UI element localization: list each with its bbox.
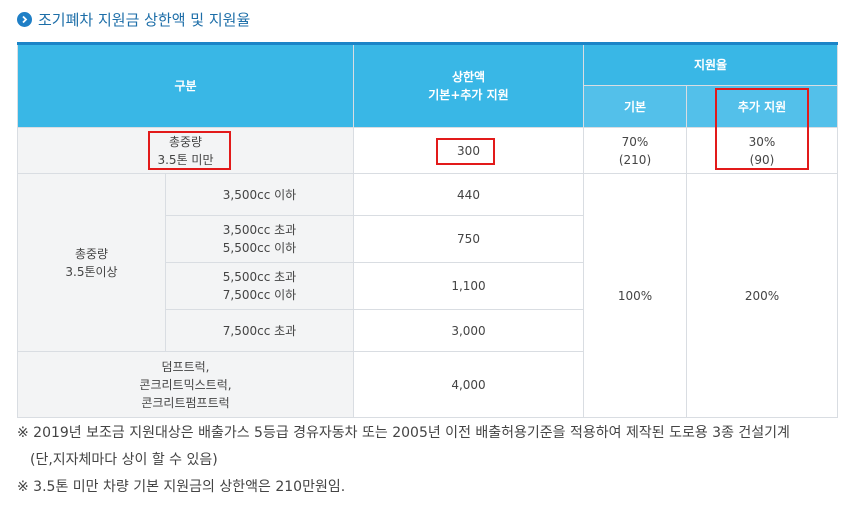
row-under35-basic-line1: 70% — [621, 134, 649, 149]
section-title-text: 조기폐차 지원금 상한액 및 지원율 — [38, 10, 251, 29]
row-under35-extra: 30% (90) — [686, 127, 838, 174]
header-rate-extra: 추가 지원 — [686, 85, 838, 128]
footnote-1-cont: (단,지자체마다 상이 할 수 있음) — [30, 452, 218, 468]
row-over-basic: 100% — [583, 173, 687, 418]
row-sub-1-line1: 3,500cc 초과 — [222, 223, 297, 237]
row-over35-label-line1: 총중량 — [74, 246, 109, 261]
header-limit-line1: 상한액 — [451, 70, 486, 84]
row-sub-2-line2: 7,500cc 이하 — [222, 288, 297, 302]
header-rate: 지원율 — [583, 42, 838, 86]
header-limit-line2: 기본+추가 지원 — [428, 88, 509, 102]
footnote-1: ※ 2019년 보조금 지원대상은 배출가스 5등급 경유자동차 또는 2005… — [17, 425, 790, 441]
row-under35-label-line2: 3.5톤 미만 — [157, 152, 214, 167]
row-sub-0-label: 3,500cc 이하 — [165, 173, 354, 216]
row-sub-2-line1: 5,500cc 초과 — [222, 270, 297, 284]
footnote-2: ※ 3.5톤 미만 차량 기본 지원금의 상한액은 210만원임. — [17, 479, 346, 495]
row-under35-basic: 70% (210) — [583, 127, 687, 174]
section-title: 조기폐차 지원금 상한액 및 지원율 — [17, 8, 250, 30]
row-sub-3-label: 7,500cc 초과 — [165, 309, 354, 352]
row-over35-label-line2: 3.5톤이상 — [65, 264, 118, 279]
chevron-circle-right-icon — [17, 11, 32, 27]
subsidy-table: 구분 상한액 기본+추가 지원 지원율 기본 추가 지원 총중량 3.5톤 미만… — [17, 42, 838, 418]
row-sub-2-label: 5,500cc 초과 7,500cc 이하 — [165, 262, 354, 310]
row-under35-label: 총중량 3.5톤 미만 — [17, 127, 354, 174]
header-limit: 상한액 기본+추가 지원 — [353, 42, 584, 128]
row-sub-0-limit: 440 — [353, 173, 584, 216]
row-under35-basic-line2: (210) — [618, 152, 652, 167]
row-under35-label-line1: 총중량 — [168, 134, 203, 149]
row-sub-1-line2: 5,500cc 이하 — [222, 241, 297, 255]
row-special-line1: 덤프트럭, — [161, 359, 210, 374]
row-under35-extra-line2: (90) — [749, 152, 775, 167]
row-under35-extra-line1: 30% — [748, 134, 776, 149]
row-under35-limit: 300 — [353, 127, 584, 174]
row-special-line2: 콘크리트믹스트럭, — [139, 377, 232, 392]
row-sub-3-limit: 3,000 — [353, 309, 584, 352]
row-special-line3: 콘크리트펌프트럭 — [141, 395, 230, 410]
row-special-label: 덤프트럭, 콘크리트믹스트럭, 콘크리트펌프트럭 — [17, 351, 354, 418]
header-rate-basic: 기본 — [583, 85, 687, 128]
row-sub-2-limit: 1,100 — [353, 262, 584, 310]
row-sub-1-label: 3,500cc 초과 5,500cc 이하 — [165, 215, 354, 263]
row-over-extra: 200% — [686, 173, 838, 418]
header-category: 구분 — [17, 42, 354, 128]
row-special-limit: 4,000 — [353, 351, 584, 418]
row-sub-1-limit: 750 — [353, 215, 584, 263]
footnotes: ※ 2019년 보조금 지원대상은 배출가스 5등급 경유자동차 또는 2005… — [17, 420, 790, 501]
row-over35-label: 총중량 3.5톤이상 — [17, 173, 166, 352]
